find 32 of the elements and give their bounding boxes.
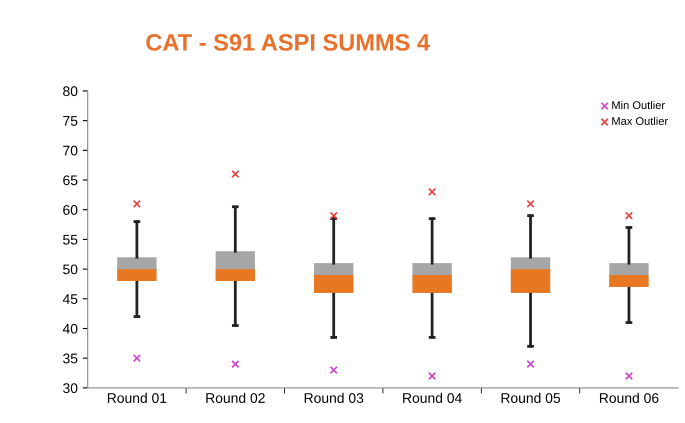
x-tick-label: Round 06 <box>600 392 658 403</box>
x-tick-label: Round 02 <box>206 392 265 403</box>
point <box>231 360 240 368</box>
legend-label: Min Outlier <box>612 100 665 110</box>
x-tick-label: Round 01 <box>108 392 166 403</box>
point <box>231 170 240 178</box>
point <box>624 212 634 220</box>
point <box>330 366 338 374</box>
x-tick-label: Round 05 <box>502 392 560 403</box>
y-tick-label: 35 <box>63 354 78 364</box>
y-tick-label: 45 <box>62 294 78 304</box>
point <box>624 372 634 380</box>
point <box>132 200 141 208</box>
y-tick-label: 80 <box>63 86 78 96</box>
y-tick-label: 55 <box>63 234 78 245</box>
point <box>428 188 436 196</box>
y-tick-label: 65 <box>63 175 78 186</box>
point <box>428 372 436 380</box>
x-tick-label: Round 03 <box>304 392 364 403</box>
y-tick-label: 75 <box>63 116 78 126</box>
point <box>132 354 141 362</box>
point <box>330 212 338 220</box>
point <box>526 360 535 368</box>
legend-label: Max Outlier <box>612 116 668 126</box>
x-tick-label: Round 04 <box>403 392 462 403</box>
y-tick-label: 30 <box>63 383 78 394</box>
y-tick-label: 60 <box>63 205 78 215</box>
point <box>526 200 535 208</box>
y-tick-label: 40 <box>62 324 78 334</box>
y-tick-label: 70 <box>63 146 78 156</box>
y-tick-label: 50 <box>63 264 78 274</box>
chart-title: CAT - S91 ASPI SUMMS 4 <box>146 34 430 51</box>
